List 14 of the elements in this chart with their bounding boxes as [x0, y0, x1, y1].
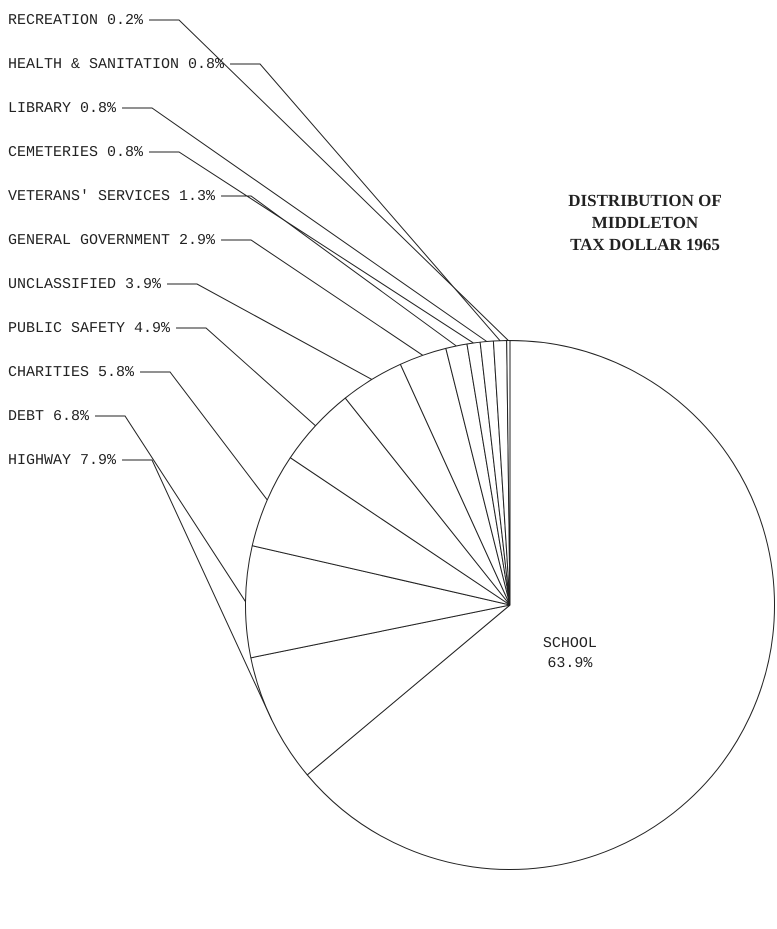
text: DISTRIBUTION OF MIDDLETON TAX DOLLAR 1965 [567, 190, 723, 256]
slice-label: SCHOOL [542, 634, 597, 652]
slice-label: HEALTH & SANITATION 0.8% [8, 56, 226, 73]
slice-label: RECREATION 0.2% [8, 12, 144, 29]
slice-label: CEMETERIES 0.8% [8, 144, 144, 161]
slice-label: CHARITIES 5.8% [8, 364, 136, 381]
data-label: 63.9% [547, 654, 594, 672]
slice-label: UNCLASSIFIED 3.9% [8, 276, 162, 293]
slice-label: VETERANS' SERVICES 1.3% [8, 188, 216, 205]
slice-label: DEBT 6.8% [8, 408, 90, 425]
slice-label: LIBRARY 0.8% [8, 100, 118, 117]
slice-label: GENERAL GOVERNMENT 2.9% [8, 232, 216, 249]
slice-label: HIGHWAY 7.9% [8, 452, 118, 469]
slice-label: PUBLIC SAFETY 4.9% [8, 320, 172, 337]
